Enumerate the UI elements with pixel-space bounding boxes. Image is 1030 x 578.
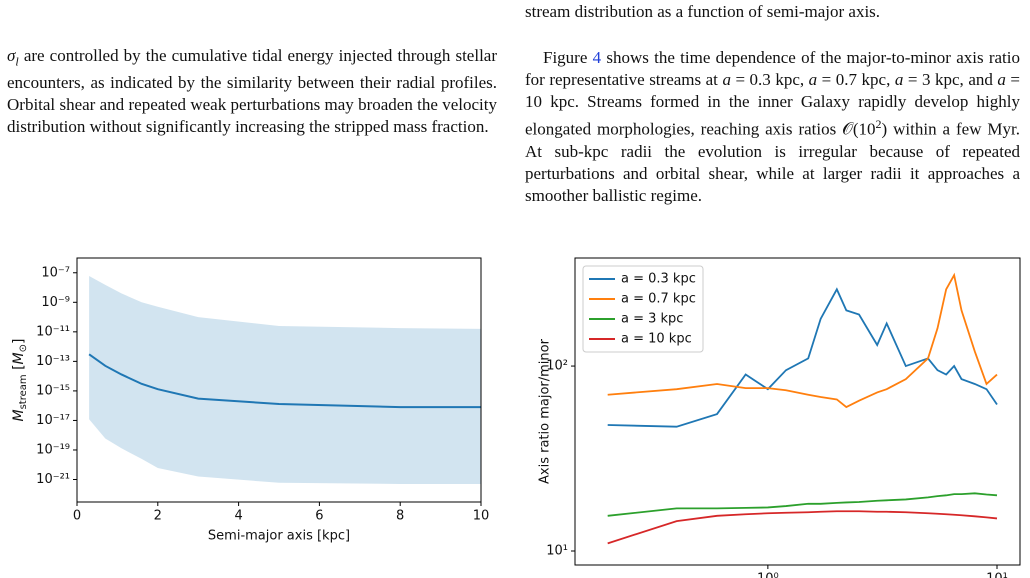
y-tick-label: 10⁻¹⁹ [36, 442, 70, 457]
y-tick-label: 10² [546, 359, 568, 374]
y-axis-label-part: stream [18, 374, 29, 409]
x-axis-label: Semi-major axis [kpc] [208, 529, 350, 544]
text: within a few Myr. At sub-kpc radii the e… [525, 119, 1020, 205]
line [88, 353, 481, 409]
y-axis-label-part: M [11, 352, 27, 364]
y-axis-label-part: ] [11, 338, 27, 343]
x-tick-label: 4 [234, 509, 242, 524]
x-tick-label: 8 [396, 509, 404, 524]
x-tick-label: 6 [315, 509, 323, 524]
y-axis-label: Axis ratio major/minor [538, 338, 553, 484]
legend-label: a = 0.3 kpc [621, 272, 696, 287]
plot-frame [574, 257, 1021, 566]
math: a [894, 70, 904, 89]
legend-label: a = 0.7 kpc [621, 292, 696, 307]
text: = 10 kpc. Streams formed in the inner Ga… [525, 70, 1021, 139]
paragraph: σl are controlled by the cumulative tida… [7, 45, 497, 138]
math: 𝒪(10 [842, 119, 876, 139]
line [607, 272, 998, 409]
x-tick-label: 10¹ [986, 572, 1008, 578]
y-axis-label-part: [ [11, 364, 27, 374]
x-tick-label: 10 [473, 509, 490, 524]
math: 2 [875, 117, 882, 131]
math: σ [7, 46, 16, 65]
figure-link[interactable]: 4 [592, 48, 602, 67]
y-tick-label: 10⁻¹⁵ [36, 383, 70, 398]
x-tick-label: 0 [73, 509, 81, 524]
text: Figure [543, 48, 593, 67]
plot-frame [76, 257, 482, 503]
line [607, 492, 998, 517]
y-tick-label: 10⁻⁹ [41, 295, 70, 310]
line [607, 510, 998, 545]
text: are controlled by the cumulative tidal e… [7, 46, 497, 137]
y-axis-label: Mstream [M⊙] [11, 338, 29, 421]
line [607, 287, 998, 428]
paragraph: stream distribution as a function of sem… [525, 2, 881, 21]
y-tick-label: 10⁻⁷ [41, 265, 70, 280]
paragraph: Figure 4 shows the time dependence of th… [525, 47, 1020, 207]
math: a [997, 70, 1006, 89]
text: = 0.7 kpc, [817, 70, 895, 89]
text: shows the time dependence of the major-t… [525, 48, 1020, 89]
y-tick-label: 10⁻²¹ [36, 472, 70, 487]
y-tick-label: 10⁻¹¹ [36, 324, 70, 339]
math: a [722, 70, 731, 89]
legend-label: a = 3 kpc [621, 312, 683, 327]
x-tick-label: 2 [154, 509, 162, 524]
band [89, 276, 482, 484]
text: = 3 kpc, and [903, 70, 998, 89]
math: l [15, 54, 19, 69]
y-tick-label: 10⁻¹³ [36, 354, 70, 369]
math: a [808, 70, 818, 89]
y-tick-label: 10¹ [546, 543, 568, 558]
legend-box [582, 265, 704, 353]
math: ) [881, 119, 888, 139]
y-axis-label-part: M [11, 409, 27, 421]
text: = 0.3 kpc, [730, 70, 809, 89]
x-tick-label: 10⁰ [757, 572, 779, 578]
y-tick-label: 10⁻¹⁷ [36, 413, 70, 428]
y-axis-label-part: ⊙ [18, 344, 29, 352]
legend-label: a = 10 kpc [621, 332, 692, 347]
